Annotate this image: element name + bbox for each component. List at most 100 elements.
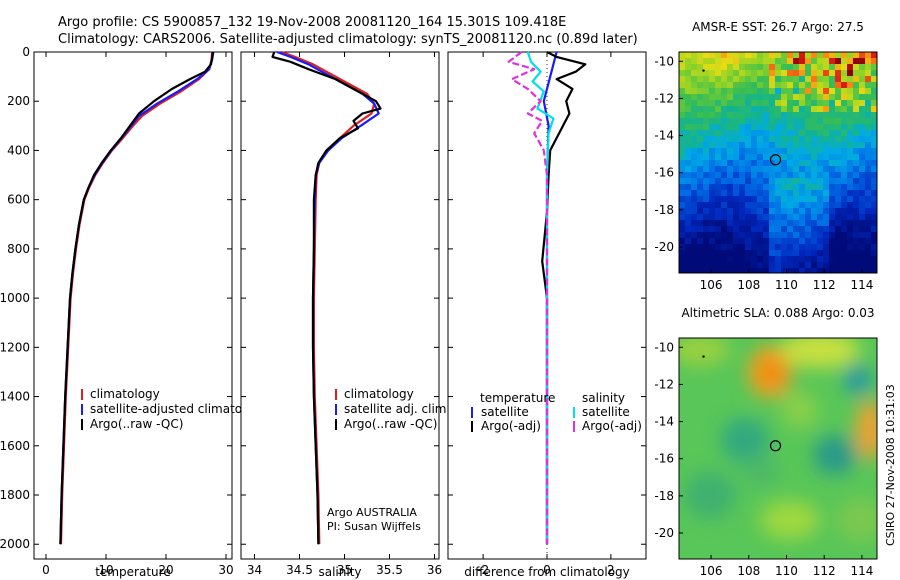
sst-cell <box>691 220 697 226</box>
sst-cell <box>817 220 823 226</box>
sst-cell <box>871 166 877 172</box>
sst-cell <box>853 106 859 112</box>
sst-cell <box>751 220 757 226</box>
sst-cell <box>871 232 877 238</box>
sst-cell <box>871 184 877 190</box>
sst-cell <box>835 118 841 124</box>
sst-cell <box>775 130 781 136</box>
sst-cell <box>793 232 799 238</box>
sst-cell <box>811 94 817 100</box>
x-tick-label: -2 <box>477 563 489 577</box>
sst-cell <box>757 244 763 250</box>
sst-cell <box>751 52 757 58</box>
sst-cell <box>739 154 745 160</box>
sst-cell <box>733 94 739 100</box>
sst-cell <box>775 76 781 82</box>
sst-cell <box>757 124 763 130</box>
sst-cell <box>865 202 871 208</box>
sst-cell <box>757 142 763 148</box>
sst-cell <box>697 178 703 184</box>
sst-cell <box>775 190 781 196</box>
sst-cell <box>805 118 811 124</box>
sst-cell <box>757 160 763 166</box>
sst-cell <box>775 196 781 202</box>
sst-cell <box>847 214 853 220</box>
sst-cell <box>865 256 871 262</box>
sst-cell <box>679 256 685 262</box>
sst-cell <box>847 106 853 112</box>
sst-cell <box>733 196 739 202</box>
sst-cell <box>721 232 727 238</box>
legend-label: satellite-adjusted climatology <box>90 402 268 416</box>
sst-cell <box>787 76 793 82</box>
map-x-tick-label: 106 <box>700 278 723 292</box>
sst-cell <box>679 112 685 118</box>
sst-cell <box>871 136 877 142</box>
sst-cell <box>829 208 835 214</box>
x-tick-label: 34 <box>247 563 262 577</box>
sst-cell <box>847 124 853 130</box>
sst-cell <box>679 172 685 178</box>
sst-cell <box>721 256 727 262</box>
map-dot <box>702 355 705 358</box>
sst-cell <box>859 256 865 262</box>
sst-cell <box>829 112 835 118</box>
sst-cell <box>685 130 691 136</box>
sst-cell <box>835 238 841 244</box>
sst-cell <box>685 166 691 172</box>
sst-cell <box>787 136 793 142</box>
sst-cell <box>721 244 727 250</box>
sst-cell <box>787 124 793 130</box>
sst-cell <box>793 166 799 172</box>
sst-cell <box>799 136 805 142</box>
sst-cell <box>823 226 829 232</box>
sst-cell <box>835 94 841 100</box>
sst-cell <box>703 238 709 244</box>
sst-cell <box>751 100 757 106</box>
sst-cell <box>781 76 787 82</box>
sst-cell <box>715 214 721 220</box>
argo-position-marker <box>769 154 782 166</box>
sst-cell <box>805 82 811 88</box>
sst-cell <box>733 112 739 118</box>
sst-cell <box>715 178 721 184</box>
sst-cell <box>853 82 859 88</box>
sst-cell <box>787 112 793 118</box>
sst-cell <box>751 88 757 94</box>
sst-cell <box>745 202 751 208</box>
sst-cell <box>727 118 733 124</box>
sst-cell <box>835 88 841 94</box>
sst-cell <box>859 82 865 88</box>
sst-cell <box>805 64 811 70</box>
sst-cell <box>685 154 691 160</box>
sst-cell <box>853 148 859 154</box>
sst-cell <box>679 232 685 238</box>
sst-cell <box>859 130 865 136</box>
sst-cell <box>763 88 769 94</box>
sst-cell <box>745 154 751 160</box>
sst-cell <box>769 256 775 262</box>
sst-cell <box>781 58 787 64</box>
sst-cell <box>703 118 709 124</box>
sst-cell <box>703 76 709 82</box>
sst-cell <box>835 184 841 190</box>
sst-cell <box>769 214 775 220</box>
sst-cell <box>787 100 793 106</box>
sst-cell <box>715 52 721 58</box>
sst-cell <box>817 238 823 244</box>
sst-cell <box>703 268 709 273</box>
sst-cell <box>697 88 703 94</box>
sst-cell <box>853 238 859 244</box>
sst-cell <box>709 256 715 262</box>
sst-cell <box>871 268 877 273</box>
sst-cell <box>757 76 763 82</box>
sst-cell <box>775 82 781 88</box>
annotation-line1: Argo AUSTRALIA <box>327 506 417 519</box>
sst-cell <box>721 196 727 202</box>
sst-cell <box>865 190 871 196</box>
sst-cell <box>811 58 817 64</box>
sst-cell <box>823 64 829 70</box>
sst-cell <box>817 58 823 64</box>
sst-cell <box>685 214 691 220</box>
